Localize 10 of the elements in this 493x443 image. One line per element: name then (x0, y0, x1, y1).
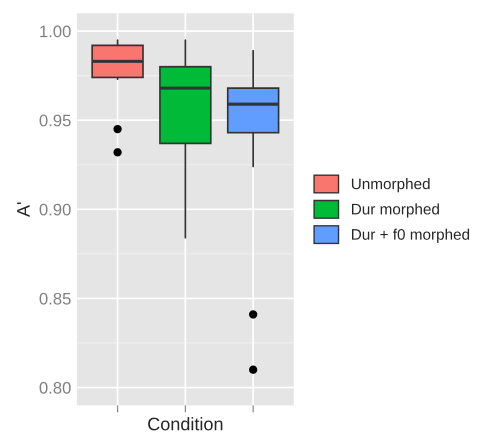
y-tick-label: 0.80 (40, 382, 71, 394)
legend-label: Dur morphed (352, 203, 439, 218)
y-tick-label: 0.90 (40, 204, 71, 216)
legend-label: Unmorphed (352, 178, 430, 192)
x-axis-title: Condition (148, 417, 222, 430)
y-tick-label: 0.95 (40, 114, 71, 126)
y-axis-title: A' (17, 202, 30, 218)
y-tick-label: 1.00 (40, 26, 71, 38)
legend-label: Dur + f0 morphed (352, 228, 470, 243)
y-tick-label: 0.85 (40, 292, 71, 305)
